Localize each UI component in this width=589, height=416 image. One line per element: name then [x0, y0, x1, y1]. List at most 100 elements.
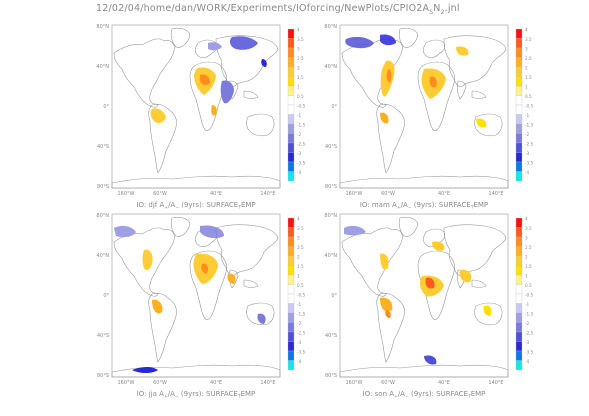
- colorbar-tick-label: 1: [297, 85, 300, 90]
- y-tick-label: 40°S: [97, 333, 109, 339]
- colorbar-tick-label: 3: [297, 236, 300, 241]
- colorbar-tick-label: 2.5: [297, 56, 304, 61]
- colorbar-swatch: [515, 76, 523, 87]
- y-tick-label: 80°N: [324, 24, 337, 30]
- y-tick-label: 40°N: [324, 64, 337, 70]
- colorbar-swatch: [287, 161, 295, 172]
- colorbar-swatch: [287, 152, 295, 163]
- colorbar-tick-label: -3: [525, 340, 530, 345]
- colorbar-tick-label: 1.5: [297, 264, 304, 269]
- colorbar-swatch: [515, 142, 523, 153]
- colorbar-swatch: [515, 152, 523, 163]
- colorbar-tick-label: -1: [297, 302, 302, 307]
- colorbar-swatch: [287, 303, 295, 314]
- x-tick-label: 160°W: [118, 380, 135, 386]
- colorbar-swatch: [287, 227, 295, 238]
- x-tick-label: 40°E: [438, 380, 450, 386]
- x-tick-label: 160°W: [118, 191, 135, 197]
- y-tick-label: 0°: [103, 293, 109, 299]
- colorbar-tick-label: 0.5: [525, 283, 532, 288]
- x-tick-label: 140°E: [260, 380, 275, 386]
- colorbar-tick-label: -2.5: [525, 142, 534, 147]
- y-tick-label: 80°S: [97, 373, 109, 379]
- colorbar-swatch: [515, 312, 523, 323]
- colorbar-tick-label: -2: [297, 321, 302, 326]
- x-tick-label: 140°E: [488, 380, 503, 386]
- colorbar-swatch: [515, 161, 523, 172]
- colorbar-swatch: [287, 293, 295, 304]
- colorbar-tick-label: -3: [297, 340, 302, 345]
- colorbar-swatch: [287, 76, 295, 87]
- colorbar-swatch: [515, 341, 523, 352]
- y-tick-label: 80°N: [96, 24, 109, 30]
- panel-title: IO: mam A+/A− (9yrs): SURFACETEMP: [360, 201, 488, 211]
- colorbar-tick-label: 4: [525, 217, 528, 222]
- colorbar-swatch: [287, 350, 295, 361]
- colorbar-swatch: [515, 360, 523, 371]
- colorbar-tick-label: 1.5: [297, 75, 304, 80]
- x-ticks: 160°W 60°W 40°E 140°E: [118, 191, 276, 197]
- colorbar-tick-label: -4: [297, 170, 302, 175]
- colorbar-tick-label: -4: [525, 170, 530, 175]
- colorbar-tick-label: -1: [525, 302, 530, 307]
- colorbar: 4 3.5 3 2.5 2 1.5 1 0.5 -0.5 -1 -1.5 -2 -2.5 -3 -3.5 -4: [287, 28, 306, 182]
- x-tick-label: 140°E: [260, 191, 275, 197]
- colorbar-tick-label: -1.5: [525, 123, 534, 128]
- colorbar-swatch: [515, 322, 523, 333]
- colorbar-tick-label: 2: [297, 255, 300, 260]
- colorbar-swatch: [515, 246, 523, 257]
- colorbar-tick-label: 3: [525, 236, 528, 241]
- colorbar-tick-label: -2.5: [297, 142, 306, 147]
- colorbar-tick-label: 2: [525, 255, 528, 260]
- y-ticks: 80°N 40°N 0° 40°S 80°S: [324, 213, 337, 379]
- colorbar-tick-label: -2: [525, 321, 530, 326]
- colorbar-tick-label: -1: [297, 113, 302, 118]
- colorbar-tick-label: -3: [297, 151, 302, 156]
- x-tick-label: 40°E: [210, 380, 222, 386]
- colorbar-swatch: [287, 246, 295, 257]
- colorbar-tick-label: 1: [297, 274, 300, 279]
- colorbar-swatch: [515, 66, 523, 77]
- colorbar-swatch: [287, 38, 295, 49]
- colorbar-swatch: [287, 236, 295, 247]
- colorbar-swatch: [515, 28, 523, 39]
- y-tick-label: 40°N: [324, 253, 337, 259]
- y-ticks: 80°N 40°N 0° 40°S 80°S: [96, 24, 109, 190]
- y-tick-label: 40°S: [325, 333, 337, 339]
- y-tick-label: 40°N: [96, 64, 109, 70]
- map-frame: [339, 213, 509, 378]
- colorbar-tick-label: 3.5: [525, 37, 532, 42]
- colorbar-tick-label: 3: [525, 47, 528, 52]
- panel-jja: 160°W 60°W 40°E 140°E 80°N 40°N 0° 40°S …: [96, 213, 305, 400]
- y-ticks: 80°N 40°N 0° 40°S 80°S: [324, 24, 337, 190]
- colorbar-swatch: [515, 227, 523, 238]
- data-fill: [345, 34, 487, 128]
- colorbar-tick-label: -1.5: [297, 312, 306, 317]
- colorbar-swatch: [515, 265, 523, 276]
- colorbar-swatch: [287, 47, 295, 58]
- y-tick-label: 80°S: [97, 184, 109, 190]
- colorbar-swatch: [287, 360, 295, 371]
- colorbar-swatch: [515, 57, 523, 68]
- colorbar-tick-label: -2: [297, 132, 302, 137]
- colorbar-swatch: [287, 85, 295, 96]
- colorbar-tick-label: 1: [525, 274, 528, 279]
- colorbar-tick-label: 1.5: [525, 75, 532, 80]
- colorbar: 4 3.5 3 2.5 2 1.5 1 0.5 -0.5 -1 -1.5 -2 -2.5 -3 -3.5 -4: [287, 217, 306, 371]
- colorbar-tick-label: 1: [525, 85, 528, 90]
- colorbar-tick-label: -3: [525, 151, 530, 156]
- map-frame: [339, 24, 509, 189]
- colorbar-swatch: [287, 265, 295, 276]
- colorbar-tick-label: 2.5: [297, 245, 304, 250]
- data-fill: [344, 225, 492, 365]
- colorbar-swatch: [515, 171, 523, 182]
- colorbar-tick-label: 4: [297, 28, 300, 33]
- panel-mam: 160°W 60°W 40°E 140°E 80°N 40°N 0° 40°S …: [324, 24, 533, 211]
- colorbar-swatch: [515, 274, 523, 285]
- colorbar: 4 3.5 3 2.5 2 1.5 1 0.5 -0.5 -1 -1.5 -2 -2.5 -3 -3.5 -4: [515, 28, 534, 182]
- x-tick-label: 60°W: [153, 191, 167, 197]
- colorbar-tick-label: -1.5: [525, 312, 534, 317]
- data-fill: [150, 36, 267, 124]
- x-tick-label: 40°E: [210, 191, 222, 197]
